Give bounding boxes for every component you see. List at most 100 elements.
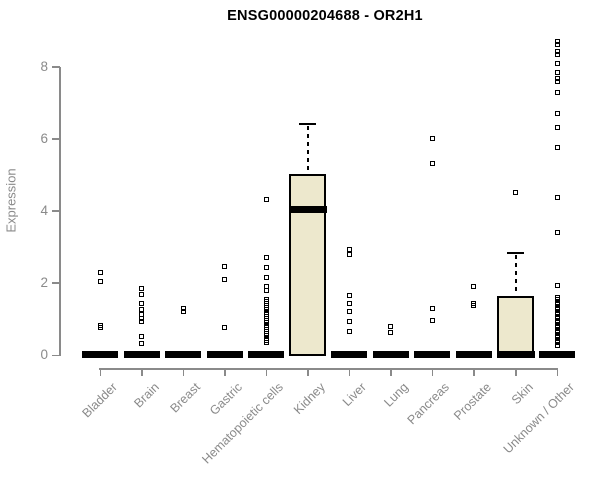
data-point (554, 42, 560, 48)
median-line (165, 350, 202, 358)
data-point (222, 263, 228, 269)
data-point (554, 282, 560, 288)
x-axis-line (99, 368, 559, 370)
y-axis-tick-label: 8 (40, 58, 48, 74)
data-point (554, 229, 560, 235)
data-point (97, 278, 103, 284)
data-point (554, 327, 560, 333)
data-point (554, 342, 560, 348)
x-axis-tick (307, 368, 309, 376)
x-axis-tick (431, 368, 434, 376)
y-axis-tick (52, 282, 60, 284)
y-axis-tick (52, 210, 60, 212)
box (289, 173, 327, 356)
y-axis-tick-label: 0 (40, 347, 48, 362)
y-axis-tick (52, 354, 60, 356)
data-point (429, 161, 435, 167)
x-axis-tick (141, 368, 143, 376)
y-axis-tick-label: 4 (40, 202, 48, 218)
data-point (554, 110, 560, 116)
data-point (346, 300, 352, 306)
data-point (554, 194, 560, 200)
data-point (139, 300, 145, 306)
data-point (388, 324, 394, 330)
data-point (554, 52, 560, 58)
x-axis-tick (224, 368, 226, 376)
data-point (554, 307, 560, 313)
data-point (263, 196, 269, 202)
x-axis-tick (182, 368, 185, 376)
data-point (346, 251, 352, 257)
data-point (554, 294, 560, 300)
data-point (554, 124, 560, 130)
median-line (123, 350, 160, 358)
data-point (554, 317, 560, 323)
data-point (554, 337, 560, 343)
data-point (471, 300, 477, 306)
data-point (554, 332, 560, 338)
data-point (554, 330, 560, 336)
whisker-cap (507, 251, 524, 255)
data-point (554, 312, 560, 318)
median-line (206, 350, 243, 358)
data-point (139, 340, 145, 346)
data-point (388, 330, 394, 336)
x-axis-tick (99, 368, 101, 376)
y-axis-tick-label: 2 (40, 274, 48, 290)
median-line (455, 350, 492, 358)
data-point (554, 144, 560, 150)
x-axis-tick (348, 368, 351, 376)
data-point (346, 329, 352, 335)
data-point (554, 48, 560, 54)
data-point (554, 335, 560, 341)
data-point (471, 284, 477, 290)
data-point (554, 314, 560, 320)
data-point (429, 317, 435, 323)
data-point (263, 254, 269, 260)
x-axis-tick (265, 368, 268, 376)
data-point (346, 308, 352, 314)
data-point (554, 89, 560, 95)
median-line (414, 350, 451, 358)
data-point (222, 325, 228, 331)
data-point (554, 320, 560, 326)
data-point (139, 291, 145, 297)
data-point (554, 61, 560, 67)
data-point (554, 304, 560, 310)
y-axis-tick-label: 6 (40, 130, 48, 146)
data-point (180, 308, 186, 314)
data-point (429, 305, 435, 311)
median-line (288, 206, 327, 214)
data-point (554, 299, 560, 305)
data-point (554, 309, 560, 315)
data-point (429, 136, 435, 142)
median-line (331, 350, 368, 358)
median-line (539, 350, 576, 358)
data-point (263, 264, 269, 270)
data-point (554, 297, 560, 303)
data-point (139, 285, 145, 291)
whisker-line (514, 255, 517, 296)
x-axis-tick (556, 368, 559, 376)
median-line (82, 350, 118, 358)
data-point (471, 303, 477, 309)
data-point (513, 189, 518, 195)
data-point (554, 340, 560, 346)
data-point (263, 287, 269, 293)
data-point (139, 334, 145, 340)
data-point (180, 306, 186, 312)
data-point (97, 269, 103, 275)
data-point (554, 322, 560, 328)
whisker-cap (299, 122, 317, 126)
median-line (496, 350, 535, 358)
data-point (139, 312, 145, 318)
box (497, 295, 534, 356)
y-axis-tick (52, 138, 60, 140)
chart-title: ENSG00000204688 - OR2H1 (227, 8, 423, 24)
data-point (222, 276, 228, 282)
median-line (372, 350, 409, 358)
data-point (554, 325, 560, 331)
data-point (554, 302, 560, 308)
